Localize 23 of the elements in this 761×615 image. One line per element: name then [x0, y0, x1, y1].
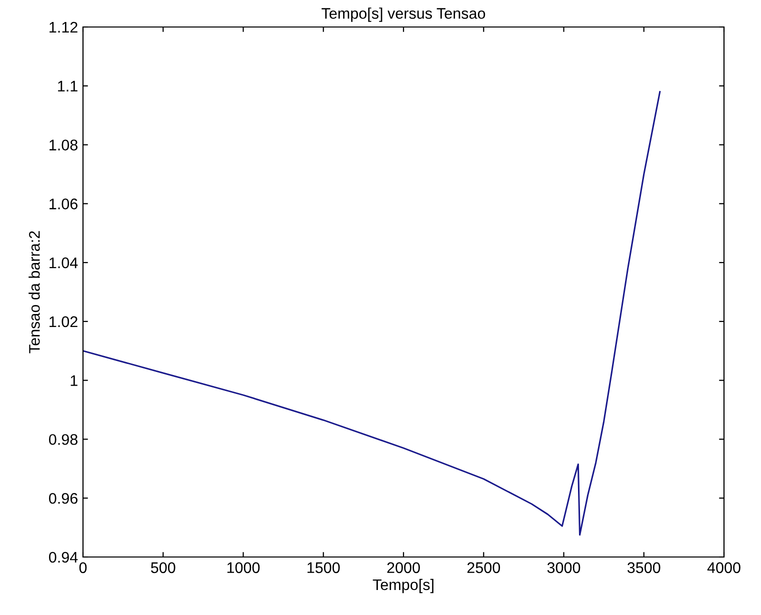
x-tick-label: 2000	[387, 562, 420, 574]
y-axis-title: Tensao da barra:2	[28, 231, 40, 354]
y-tick-label: 1.02	[50, 316, 78, 328]
x-tick-label: 1500	[308, 562, 340, 574]
x-tick-label: 0	[79, 562, 87, 574]
x-axis-title: Tempo[s]	[372, 578, 434, 594]
y-tick-label: 0.96	[49, 492, 78, 504]
line-series	[83, 91, 661, 536]
y-tick-label: 1.04	[50, 257, 78, 268]
x-tick-label: 1000	[227, 562, 260, 574]
y-tick-label: 1.06	[50, 198, 78, 210]
y-tick-label: 1.1	[58, 80, 78, 92]
x-tick-label: 3000	[547, 562, 580, 574]
x-tick-label: 500	[150, 562, 176, 574]
x-tick-label: 3500	[627, 562, 660, 574]
y-tick-label: 1.12	[50, 22, 78, 33]
y-tick-label: 1	[70, 375, 78, 386]
y-tick-label: 1.08	[50, 140, 78, 150]
chart-title: Tempo[s] versus Tensao	[322, 8, 486, 22]
x-tick-label: 4000	[707, 562, 740, 574]
y-tick-label: 0.98	[49, 434, 78, 445]
y-tick-label: 0.94	[49, 552, 78, 563]
x-tick-label: 2500	[467, 562, 500, 574]
